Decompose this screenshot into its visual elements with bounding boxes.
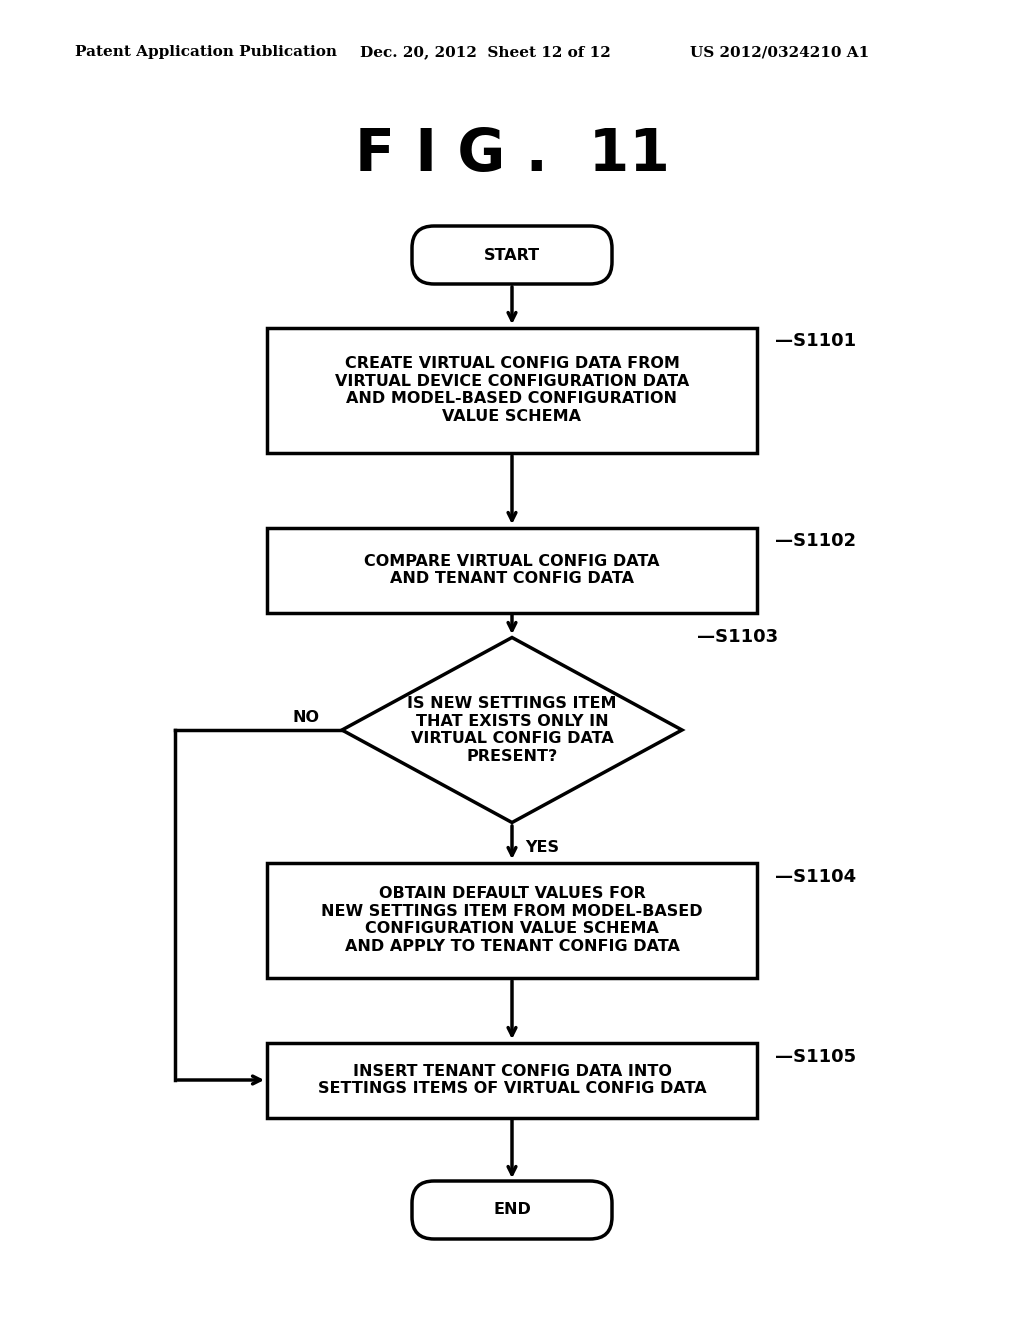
Text: END: END [494,1203,530,1217]
Text: COMPARE VIRTUAL CONFIG DATA
AND TENANT CONFIG DATA: COMPARE VIRTUAL CONFIG DATA AND TENANT C… [365,554,659,586]
Text: START: START [484,248,540,263]
Text: —S1102: —S1102 [775,532,856,550]
Bar [267,862,757,978]
Polygon shape [342,638,682,822]
Text: OBTAIN DEFAULT VALUES FOR
NEW SETTINGS ITEM FROM MODEL-BASED
CONFIGURATION VALUE: OBTAIN DEFAULT VALUES FOR NEW SETTINGS I… [322,887,702,953]
Text: Dec. 20, 2012  Sheet 12 of 12: Dec. 20, 2012 Sheet 12 of 12 [360,45,610,59]
Text: —S1101: —S1101 [775,333,856,351]
Text: —S1105: —S1105 [775,1048,856,1065]
Bar [267,327,757,453]
Text: CREATE VIRTUAL CONFIG DATA FROM
VIRTUAL DEVICE CONFIGURATION DATA
AND MODEL-BASE: CREATE VIRTUAL CONFIG DATA FROM VIRTUAL … [335,356,689,424]
Text: YES: YES [525,841,559,855]
FancyBboxPatch shape [412,1181,612,1239]
Text: INSERT TENANT CONFIG DATA INTO
SETTINGS ITEMS OF VIRTUAL CONFIG DATA: INSERT TENANT CONFIG DATA INTO SETTINGS … [317,1064,707,1096]
Text: US 2012/0324210 A1: US 2012/0324210 A1 [690,45,869,59]
Bar [267,528,757,612]
FancyBboxPatch shape [412,226,612,284]
Text: —S1104: —S1104 [775,867,856,886]
Text: F I G .  11: F I G . 11 [354,127,670,183]
Text: NO: NO [293,710,319,726]
Text: Patent Application Publication: Patent Application Publication [75,45,337,59]
Bar [267,1043,757,1118]
Text: —S1103: —S1103 [697,627,778,645]
Text: IS NEW SETTINGS ITEM
THAT EXISTS ONLY IN
VIRTUAL CONFIG DATA
PRESENT?: IS NEW SETTINGS ITEM THAT EXISTS ONLY IN… [408,697,616,763]
